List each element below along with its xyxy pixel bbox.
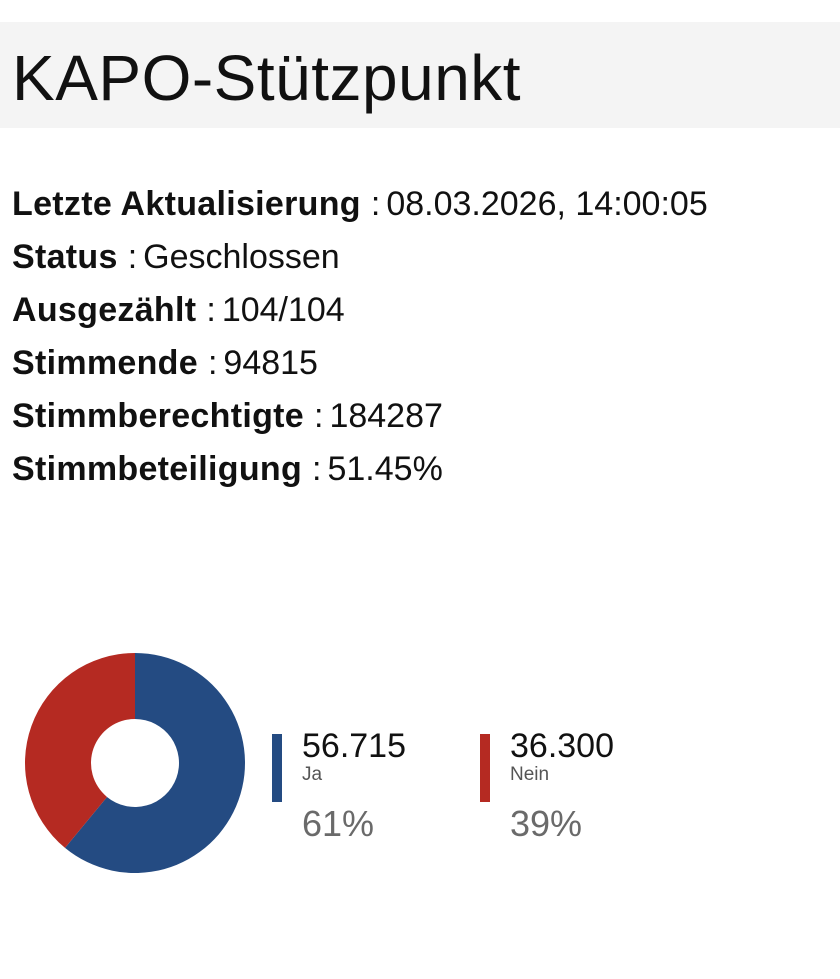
info-key: Stimmende <box>12 344 198 382</box>
info-value: 08.03.2026, 14:00:05 <box>386 185 708 223</box>
donut-chart <box>20 648 250 878</box>
legend-percent-ja: 61% <box>302 803 375 844</box>
info-value: 51.45% <box>327 450 443 488</box>
info-row-last-update: Letzte Aktualisierung:08.03.2026, 14:00:… <box>12 178 832 231</box>
donut-slice-ja <box>65 653 245 873</box>
info-row-counted: Ausgezählt:104/104 <box>12 284 832 337</box>
info-key: Stimmberechtigte <box>12 397 304 435</box>
legend-value-nein: 36.300 <box>510 727 614 765</box>
info-separator: : <box>370 185 381 223</box>
legend-label-nein: Nein <box>510 764 550 785</box>
info-separator: : <box>127 238 138 276</box>
legend-swatch-ja <box>272 734 282 802</box>
info-separator: : <box>313 397 324 435</box>
legend-swatch-nein <box>480 734 490 802</box>
info-key: Stimmbeteiligung <box>12 450 303 488</box>
info-value: 104/104 <box>221 291 345 329</box>
info-value: Geschlossen <box>143 238 340 276</box>
donut-slice-nein <box>24 653 135 848</box>
legend-percent-nein: 39% <box>510 803 583 844</box>
info-separator: : <box>206 291 216 329</box>
info-key: Status <box>12 238 118 276</box>
info-key: Letzte Aktualisierung <box>12 185 361 223</box>
donut-chart-svg <box>24 653 245 873</box>
legend-label-ja: Ja <box>302 764 323 785</box>
info-value: 184287 <box>329 397 443 435</box>
info-row-eligible: Stimmberechtigte:184287 <box>12 390 832 443</box>
page-header: KAPO-Stützpunkt <box>0 22 840 128</box>
info-separator: : <box>207 344 218 382</box>
info-value: 94815 <box>223 344 318 382</box>
info-key: Ausgezählt <box>12 291 197 329</box>
info-list: Letzte Aktualisierung:08.03.2026, 14:00:… <box>12 178 832 496</box>
info-row-voters: Stimmende:94815 <box>12 337 832 390</box>
legend-value-ja: 56.715 <box>302 727 406 765</box>
info-row-status: Status: Geschlossen <box>12 231 832 284</box>
page-title: KAPO-Stützpunkt <box>12 42 522 114</box>
info-separator: : <box>312 450 322 488</box>
info-row-turnout: Stimmbeteiligung:51.45% <box>12 443 832 496</box>
